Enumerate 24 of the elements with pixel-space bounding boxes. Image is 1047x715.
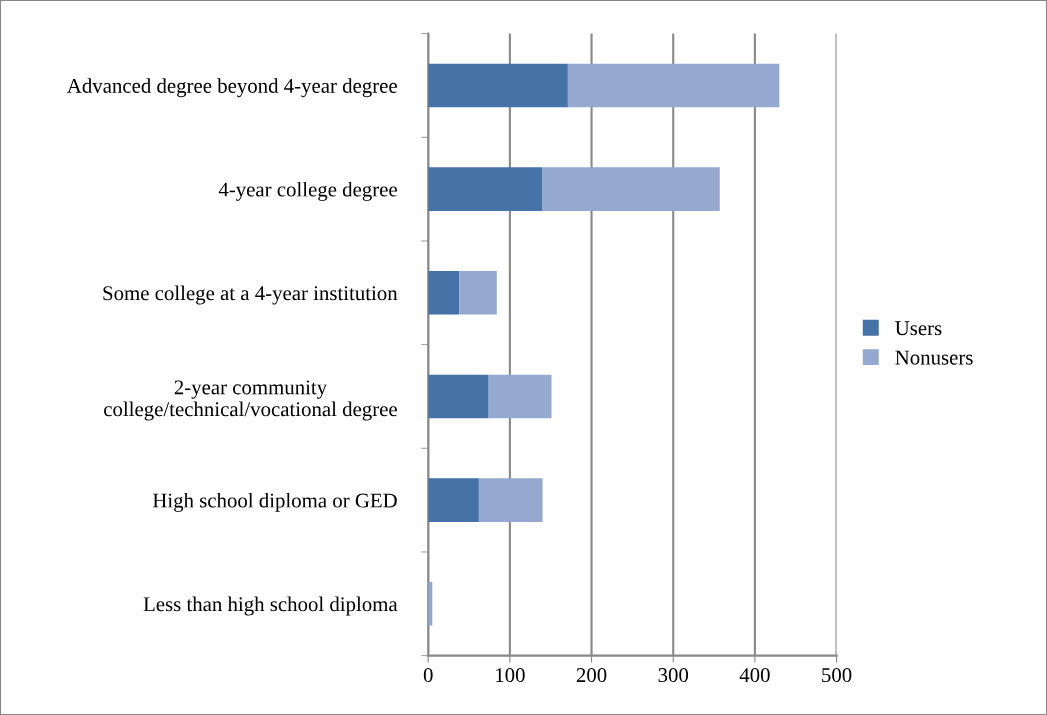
- bar: [567, 63, 780, 108]
- bar: [488, 374, 552, 419]
- bar: [428, 374, 489, 419]
- bar: [459, 271, 497, 315]
- y-tick-label: Less than high school diploma: [143, 596, 398, 616]
- bar: [542, 167, 720, 211]
- x-tick-label: 300: [658, 668, 689, 683]
- x-tick-label: 500: [822, 668, 852, 683]
- x-tick-label: 100: [496, 668, 525, 683]
- bar: [478, 478, 543, 522]
- bar: [428, 63, 568, 108]
- legend-label: Users: [895, 321, 942, 336]
- y-tick-label: 2-year community college/technical/vocational degree: [104, 380, 397, 421]
- legend-label: Nonusers: [895, 350, 973, 365]
- y-tick-label: Advanced degree beyond 4-year degree: [67, 78, 397, 98]
- x-tick-label: 0: [423, 668, 433, 683]
- x-tick-label: 400: [739, 668, 770, 683]
- bar: [428, 478, 479, 522]
- bar: [428, 271, 460, 315]
- y-tick-label: Some college at a 4-year institution: [103, 285, 398, 305]
- y-tick-label: High school diploma or GED: [152, 492, 397, 512]
- x-tick-label: 200: [576, 668, 607, 683]
- bar: [428, 167, 543, 211]
- y-tick-label: 4-year college degree: [218, 181, 397, 201]
